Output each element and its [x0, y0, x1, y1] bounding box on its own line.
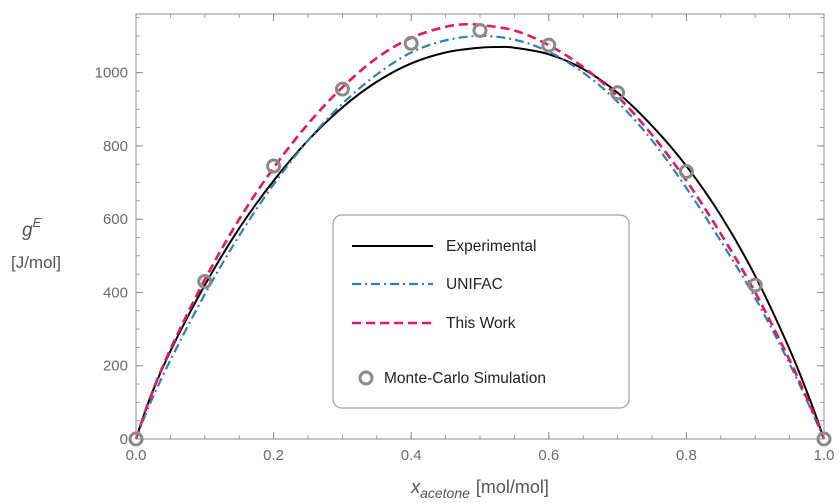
x-tick-label: 1.0 — [814, 447, 835, 464]
x-tick-label: 0.2 — [263, 447, 284, 464]
y-tick-label: 1000 — [95, 65, 128, 82]
data-point-monte-carlo — [266, 158, 282, 174]
legend-label-monte-carlo: Monte-Carlo Simulation — [384, 370, 546, 387]
x-axis-label: xacetone [mol/mol] — [410, 477, 549, 501]
series-line-this-work — [134, 22, 826, 440]
x-tick-label: 0.8 — [676, 447, 697, 464]
y-tick-label: 600 — [103, 211, 128, 228]
x-tick-label: 0.0 — [126, 447, 147, 464]
data-point-monte-carlo — [197, 273, 213, 289]
ticks-layer: 0.0 0.2 0.4 0.6 0.8 1.0 0 200 400 600 800 1000 — [95, 14, 835, 464]
y-tick-label: 400 — [103, 284, 128, 301]
data-point-monte-carlo — [747, 277, 763, 293]
series-line-experimental — [135, 45, 825, 440]
x-axis-label-main: x — [410, 477, 421, 497]
y-tick-label: 800 — [103, 138, 128, 155]
y-axis-unit: [J/mol] — [11, 253, 61, 272]
data-point-monte-carlo — [403, 35, 419, 51]
legend-label-this-work: This Work — [446, 315, 516, 332]
y-axis-label-sup: E — [33, 215, 42, 230]
legend: Experimental UNIFAC This Work Monte-Carl… — [332, 214, 630, 409]
data-point-monte-carlo — [472, 22, 488, 38]
x-axis-label-unit: [mol/mol] — [476, 477, 549, 497]
y-axis-label: gE — [22, 215, 42, 241]
x-axis-label-sub: acetone — [420, 485, 470, 501]
y-axis-label-main: g — [22, 220, 33, 241]
x-tick-label: 0.6 — [538, 447, 559, 464]
data-point-monte-carlo — [678, 164, 694, 180]
legend-box — [332, 214, 630, 409]
legend-swatch-monte-carlo — [358, 370, 374, 386]
data-point-monte-carlo — [334, 81, 350, 97]
legend-label-experimental: Experimental — [446, 238, 536, 255]
legend-label-unifac: UNIFAC — [446, 276, 503, 293]
x-tick-label: 0.4 — [401, 447, 422, 464]
data-point-monte-carlo — [541, 37, 557, 53]
y-tick-label: 0 — [120, 431, 128, 448]
y-tick-label: 200 — [103, 358, 128, 375]
data-point-monte-carlo — [610, 85, 626, 101]
series-layer — [128, 22, 832, 447]
